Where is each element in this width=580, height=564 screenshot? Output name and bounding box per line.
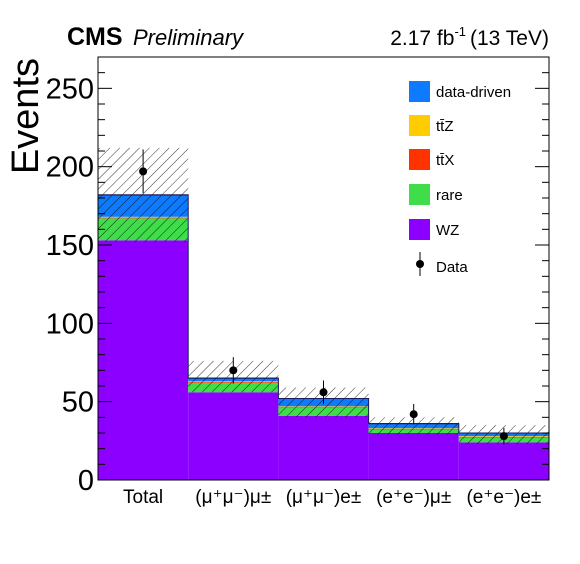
x-tick-label-0: Total	[123, 487, 163, 508]
y-tick-label-200: 200	[46, 152, 94, 184]
lumi-label: 2.17 fb-1 (13 TeV)	[390, 24, 549, 50]
legend-label-4: WZ	[436, 222, 459, 239]
y-tick-label-250: 250	[46, 73, 94, 105]
legend-data-marker	[416, 260, 424, 268]
legend: data-driven tt̄Z tt̄X rare WZ Data	[409, 81, 511, 276]
legend-label-1: tt̄Z	[436, 118, 454, 135]
x-tick-label-2: (μ⁺μ⁻)e±	[286, 487, 362, 508]
frame	[97, 56, 550, 481]
y-tick-label-0: 0	[78, 465, 94, 497]
lumi-exponent: -1	[454, 24, 466, 39]
energy-label: (13 TeV)	[470, 27, 549, 50]
bar-wz-1	[188, 392, 279, 480]
data-point-3	[409, 410, 418, 419]
legend-label-data: Data	[436, 259, 468, 276]
y-tick-label-100: 100	[46, 308, 94, 340]
y-tick-label-150: 150	[46, 230, 94, 262]
bar-wz-2	[278, 415, 369, 480]
legend-label-2: tt̄X	[436, 152, 454, 169]
data-point-0	[139, 167, 148, 176]
uncertainty-band-3	[368, 417, 459, 435]
x-tick-label-4: (e⁺e⁻)e±	[466, 487, 541, 508]
legend-swatch-3	[409, 184, 430, 205]
y-tick-label-50: 50	[62, 387, 94, 419]
y-axis-title: Events	[5, 58, 47, 174]
data-point-1	[229, 366, 238, 375]
x-tick-label-1: (μ⁺μ⁻)μ±	[195, 487, 271, 508]
x-tick-label-3: (e⁺e⁻)μ±	[376, 487, 451, 508]
legend-swatch-1	[409, 115, 430, 136]
bar-wz-0	[98, 240, 189, 480]
data-point-2	[319, 388, 328, 397]
legend-swatch-0	[409, 81, 430, 102]
bar-wz-4	[458, 442, 549, 480]
experiment-label: CMS	[67, 23, 123, 51]
legend-swatch-2	[409, 149, 430, 170]
legend-label-0: data-driven	[436, 84, 511, 101]
data-point-4	[499, 432, 508, 441]
legend-label-3: rare	[436, 187, 463, 204]
status-label: Preliminary	[133, 25, 245, 50]
legend-swatch-4	[409, 219, 430, 240]
plot-area	[97, 147, 550, 480]
axes: 0 50 100 150 200 250 Total (μ⁺μ⁻)μ± (μ⁺μ⁻)e± (e⁺e…	[46, 56, 549, 508]
bar-wz-3	[368, 433, 459, 480]
lumi-value: 2.17 fb	[390, 27, 454, 50]
